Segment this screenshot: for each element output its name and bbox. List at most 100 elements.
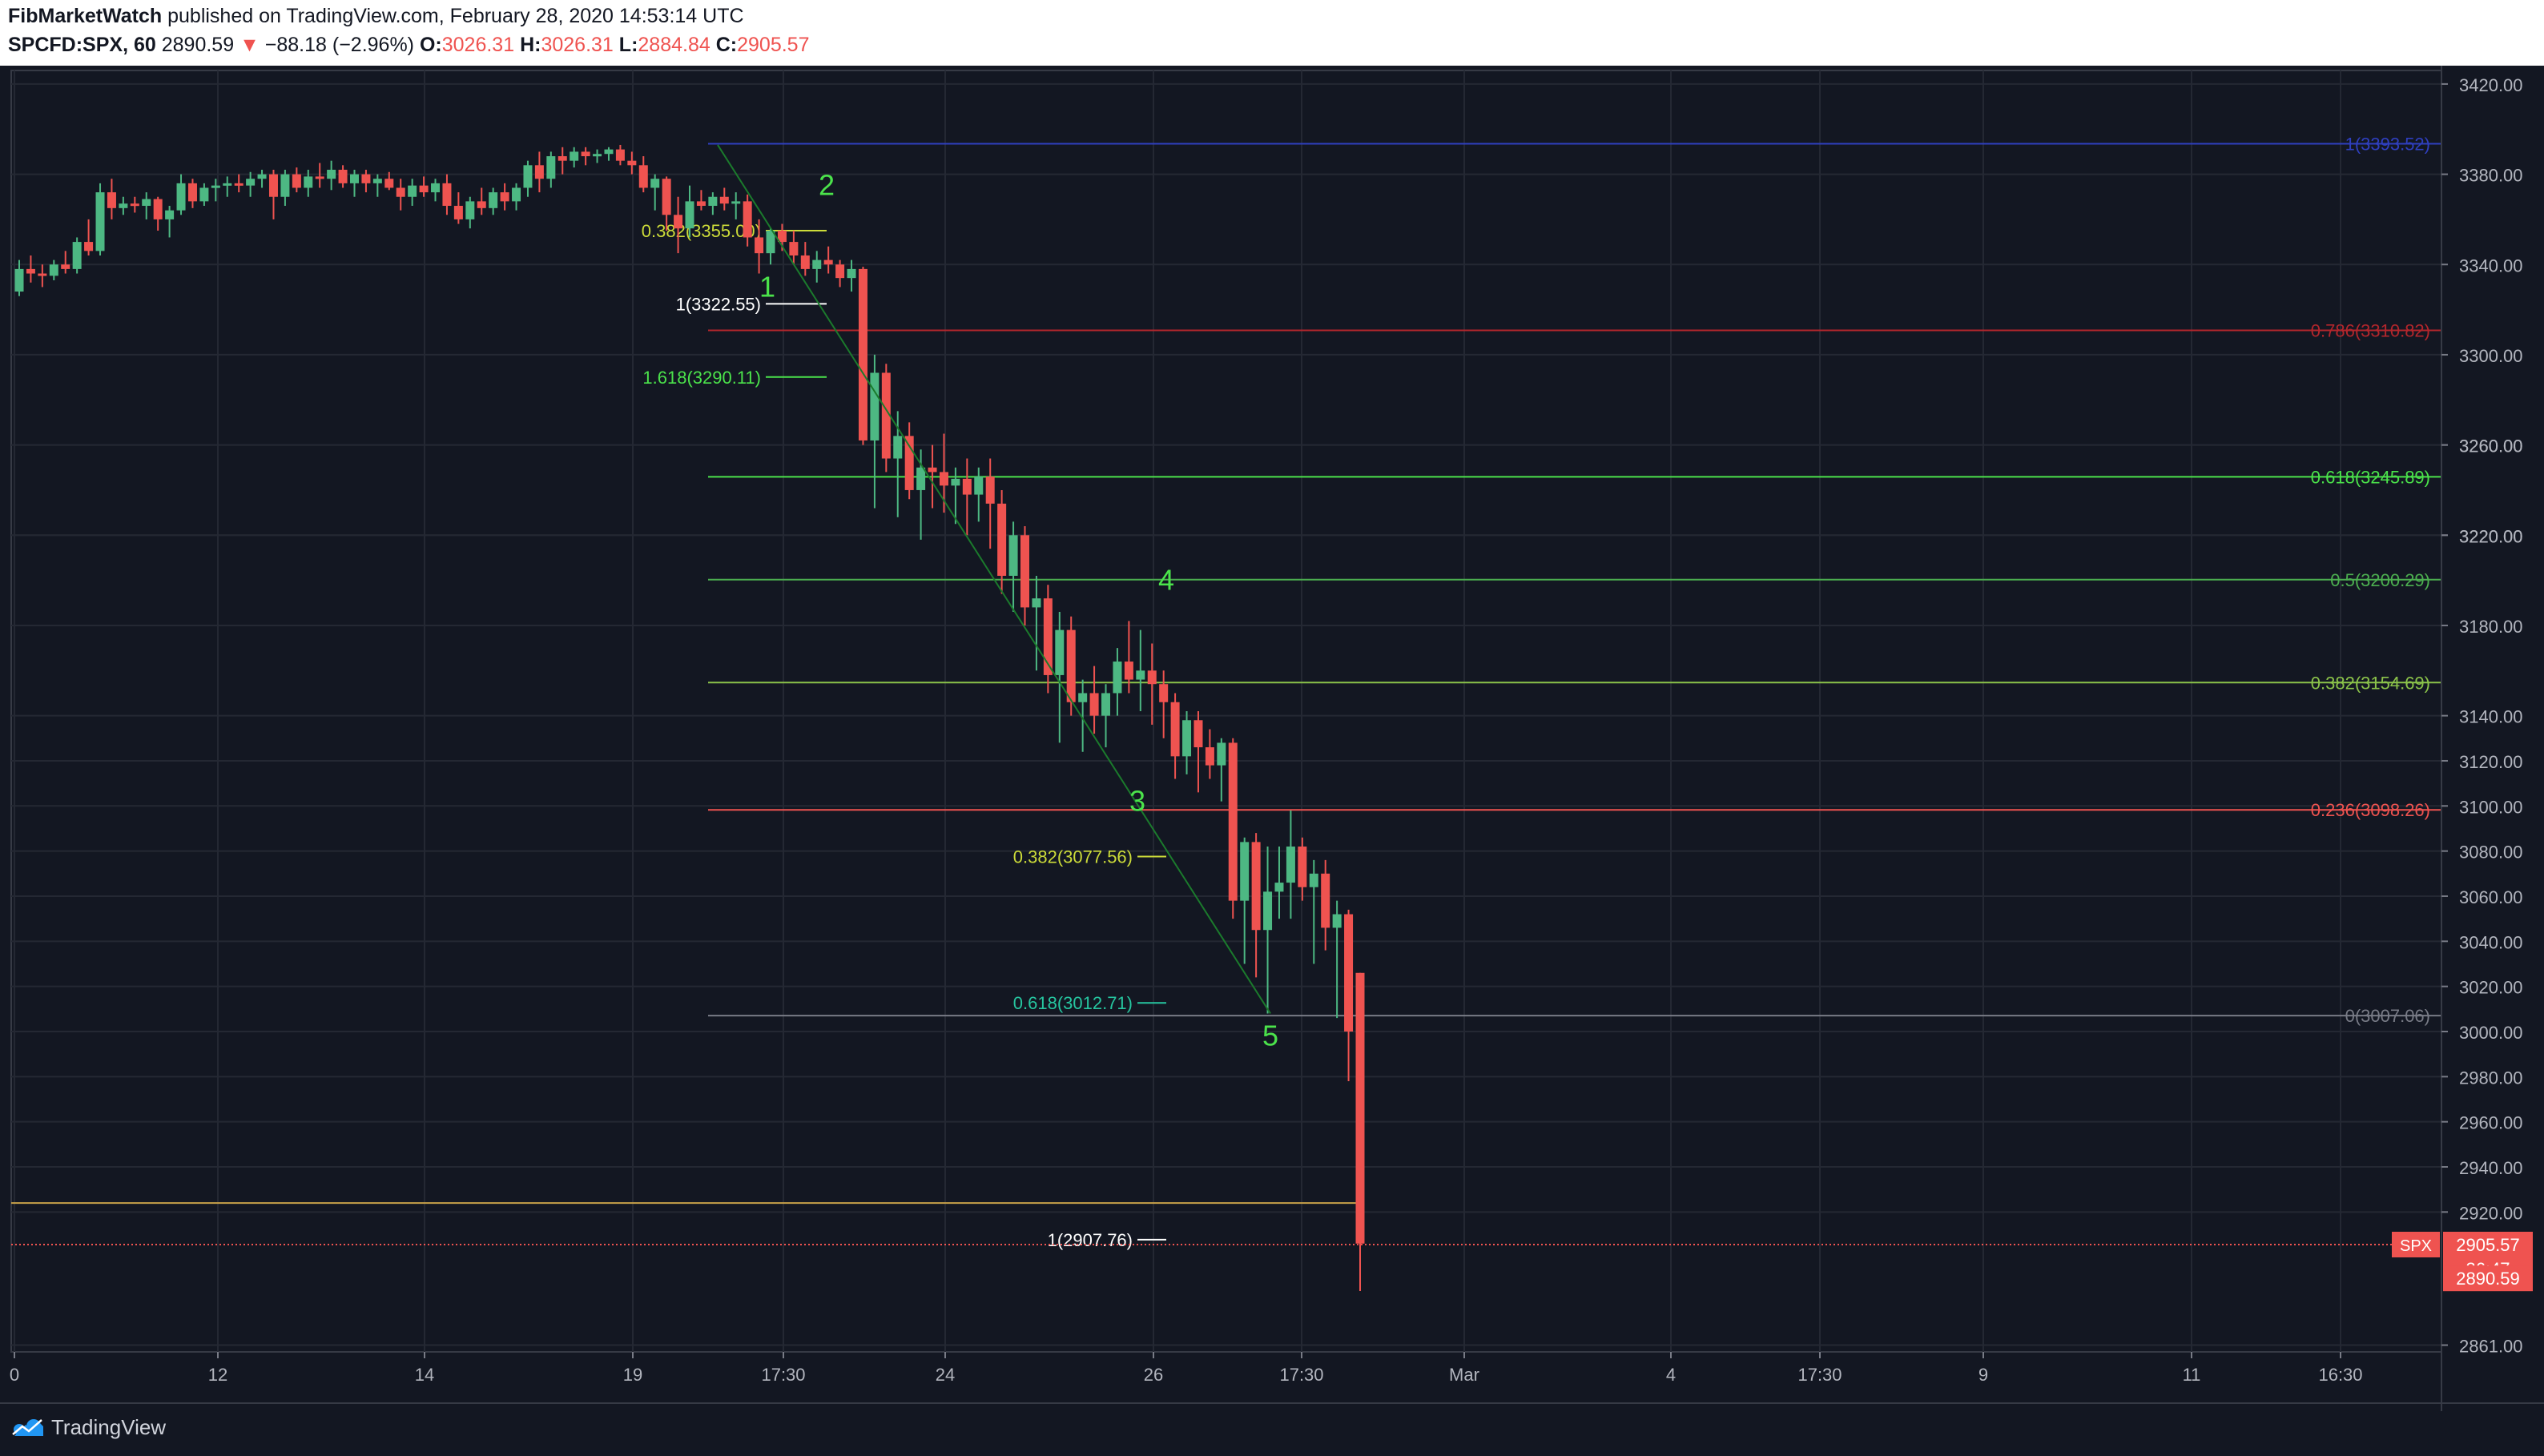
price-tick-label: 3120.00 bbox=[2459, 752, 2523, 772]
high-value: 3026.31 bbox=[541, 34, 614, 56]
fib-extension-label: 0.618(3012.71) bbox=[1013, 993, 1133, 1013]
candle-body-up bbox=[350, 174, 359, 183]
candle-body-up bbox=[72, 242, 82, 269]
price-tick-label: 2940.00 bbox=[2459, 1158, 2523, 1178]
candle-body-down bbox=[1205, 747, 1214, 766]
candle-body-up bbox=[1286, 847, 1295, 883]
candle-body-down bbox=[638, 165, 648, 188]
candle-body-down bbox=[1043, 598, 1053, 675]
candle-body-up bbox=[257, 174, 267, 179]
fib-extension-label: 1.618(3290.11) bbox=[642, 368, 761, 388]
candle-body-down bbox=[789, 242, 799, 255]
candle-body-down bbox=[315, 176, 324, 179]
candle-body-up bbox=[408, 185, 417, 197]
last-price-badge-label: 2890.59 bbox=[2456, 1269, 2520, 1289]
candle-body-up bbox=[916, 467, 926, 490]
candle-body-down bbox=[939, 472, 948, 486]
candle-body-up bbox=[1263, 891, 1273, 931]
price-chart[interactable]: 1(3393.52) 0.786(3310.82) 0.618(3245.89) 0.… bbox=[0, 66, 2544, 1411]
candle-body-up bbox=[489, 192, 498, 208]
trend-line bbox=[717, 144, 1271, 1015]
candle-body-up bbox=[1309, 873, 1318, 887]
fib-extension-label: 1(3322.55) bbox=[676, 294, 761, 314]
candle-body-up bbox=[1008, 535, 1018, 576]
candle-body-down bbox=[1089, 693, 1099, 716]
candle-body-down bbox=[558, 156, 567, 161]
price-axis[interactable]: 3420.00 3380.00 3340.00 3300.00 3260.00 3220.… bbox=[2392, 66, 2533, 1411]
candle-body-up bbox=[431, 183, 441, 193]
time-axis[interactable]: 0 12 14 19 17:30 24 26 17:30 Mar 4 17:30 9 11 16:30 bbox=[0, 1352, 2544, 1404]
candle-body-up bbox=[95, 192, 105, 251]
candle-body-down bbox=[1066, 629, 1076, 702]
publication-header: FibMarketWatch published on TradingView.… bbox=[0, 0, 2544, 66]
candle-body-up bbox=[49, 264, 58, 276]
time-tick-label: 17:30 bbox=[1279, 1365, 1323, 1385]
candle-body-down bbox=[338, 169, 348, 183]
candle-body-down bbox=[1159, 684, 1169, 702]
candle-body-up bbox=[766, 231, 775, 254]
candle-body-down bbox=[130, 203, 139, 207]
candle-body-up bbox=[223, 183, 232, 186]
wave-annotations: 1 2 3 4 5 bbox=[717, 144, 1278, 1052]
candle-body-down bbox=[1147, 670, 1157, 685]
candle-body-down bbox=[800, 255, 810, 269]
candle-body-up bbox=[1332, 914, 1342, 928]
time-tick-label: 0 bbox=[10, 1365, 19, 1385]
wave-label-5: 5 bbox=[1262, 1020, 1278, 1052]
candle-body-down bbox=[1251, 842, 1261, 931]
tradingview-logo[interactable]: TradingView bbox=[11, 1411, 166, 1443]
candle-body-down bbox=[187, 183, 197, 202]
candle-body-up bbox=[812, 259, 822, 269]
candle-body-down bbox=[1124, 662, 1133, 680]
chart-grid bbox=[10, 70, 2442, 1353]
candle-body-down bbox=[1228, 742, 1238, 901]
low-label: L: bbox=[618, 34, 638, 56]
candle-body-up bbox=[1078, 693, 1088, 702]
candle-body-down bbox=[1194, 720, 1203, 748]
time-tick-label: 14 bbox=[415, 1365, 434, 1385]
candle-body-up bbox=[546, 156, 556, 179]
candle-body-up bbox=[523, 165, 533, 188]
price-tick-label: 2980.00 bbox=[2459, 1068, 2523, 1088]
price-tick-label: 3020.00 bbox=[2459, 978, 2523, 998]
candle-body-down bbox=[61, 264, 70, 269]
candle-body-up bbox=[604, 149, 614, 155]
candle-body-up bbox=[593, 154, 602, 157]
candle-body-up bbox=[1217, 742, 1226, 766]
candle-body-down bbox=[696, 201, 706, 207]
last-price-badge bbox=[2443, 1265, 2533, 1292]
candle-body-up bbox=[119, 203, 128, 208]
wave-label-2: 2 bbox=[819, 169, 835, 202]
price-tick-label: 3040.00 bbox=[2459, 932, 2523, 952]
candle-body-up bbox=[1101, 693, 1111, 716]
candle-body-up bbox=[893, 436, 903, 459]
last-price: 2890.59 bbox=[161, 34, 235, 56]
time-tick-label: 17:30 bbox=[1797, 1365, 1842, 1385]
price-tick-label: 3140.00 bbox=[2459, 707, 2523, 727]
symbol-badge bbox=[2392, 1232, 2440, 1257]
author-name[interactable]: FibMarketWatch bbox=[8, 5, 163, 27]
candle-body-up bbox=[847, 268, 856, 279]
candle-body-up bbox=[570, 151, 579, 161]
candle-body-down bbox=[153, 199, 163, 219]
candle-body-down bbox=[453, 206, 463, 219]
time-tick-label: 26 bbox=[1144, 1365, 1163, 1385]
candle-body-up bbox=[708, 196, 718, 207]
candle-body-down bbox=[674, 215, 683, 229]
candle-body-down bbox=[997, 503, 1007, 576]
fib-retracement-label: 0.618(3245.89) bbox=[2311, 467, 2430, 487]
price-tick-label: 2960.00 bbox=[2459, 1113, 2523, 1133]
time-tick-label: 19 bbox=[623, 1365, 642, 1385]
candle-body-down bbox=[627, 160, 637, 166]
candle-body-down bbox=[268, 174, 278, 197]
time-tick-label: 17:30 bbox=[761, 1365, 805, 1385]
fib-retracement-label: 0.5(3200.29) bbox=[2330, 570, 2430, 590]
candle-body-up bbox=[974, 477, 984, 495]
tradingview-cloud-icon bbox=[12, 1419, 43, 1436]
candle-body-up bbox=[1055, 629, 1065, 675]
candle-body-down bbox=[755, 237, 764, 254]
candle-body-down bbox=[1298, 847, 1307, 887]
price-tick-label: 3380.00 bbox=[2459, 166, 2523, 186]
candle-body-down bbox=[985, 477, 995, 504]
fib-extension-label: 0.382(3077.56) bbox=[1013, 847, 1133, 867]
